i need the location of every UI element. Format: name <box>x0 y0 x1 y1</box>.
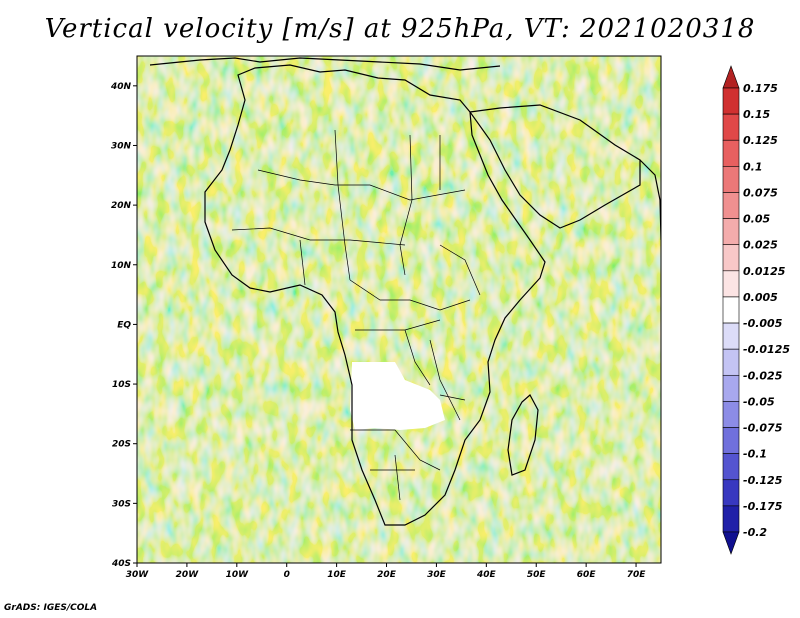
colorbar-label: 0.15 <box>743 108 770 121</box>
colorbar-label: -0.075 <box>743 422 783 435</box>
latitude-axis: 40N 30N 20N 10N EQ 10S 20S 30S 40S <box>110 82 137 569</box>
lon-tick-label: 30E <box>427 570 447 580</box>
colorbar-segment <box>722 218 740 246</box>
colorbar-label: -0.2 <box>743 526 767 539</box>
colorbar-label: -0.0125 <box>743 343 790 356</box>
colorbar-segment <box>722 453 740 481</box>
colorbar-segment <box>722 87 740 115</box>
colorbar-label: -0.175 <box>743 500 783 513</box>
colorbar: 0.175 0.15 0.125 0.1 0.075 0.05 0.025 0.0125 0.0… <box>722 65 790 555</box>
colorbar-label: -0.05 <box>743 395 775 408</box>
colorbar-label: 0.0125 <box>743 265 786 278</box>
colorbar-segment <box>722 322 740 350</box>
lat-tick-label: 20N <box>111 201 132 211</box>
lon-tick-label: 40E <box>476 570 497 580</box>
chart-title: Vertical velocity [m/s] at 925hPa, VT: 2… <box>44 14 756 44</box>
country-borders <box>231 129 481 501</box>
lat-tick-label: 10S <box>112 380 131 390</box>
plot-frame <box>136 55 662 564</box>
lat-tick-label: 10N <box>111 261 132 271</box>
colorbar-label: 0.175 <box>743 82 778 95</box>
lon-tick-label: 0 <box>284 570 290 580</box>
missing-data-region <box>350 362 445 430</box>
colorbar-segment <box>722 296 740 324</box>
colorbar-segment <box>722 113 740 141</box>
velocity-field <box>137 56 661 563</box>
lon-tick-label: 50E <box>527 570 547 580</box>
coastlines <box>149 57 661 526</box>
colorbar-label: 0.025 <box>743 239 778 252</box>
colorbar-label: 0.075 <box>743 186 778 199</box>
lon-tick-label: 20E <box>377 570 397 580</box>
colorbar-top-arrow <box>722 65 740 89</box>
colorbar-segment <box>722 348 740 376</box>
colorbar-segment <box>722 427 740 454</box>
lon-tick-label: 10E <box>327 570 347 580</box>
lon-tick-label: 20W <box>176 570 200 580</box>
colorbar-segment <box>722 192 740 219</box>
colorbar-segment <box>722 244 740 272</box>
colorbar-label: -0.125 <box>743 474 783 487</box>
credit-text: GrADS: IGES/COLA <box>4 603 98 613</box>
colorbar-segment <box>722 270 740 298</box>
colorbar-label: 0.05 <box>743 213 770 226</box>
lon-tick-label: 60E <box>577 570 597 580</box>
colorbar-label: -0.1 <box>743 448 767 461</box>
lat-tick-label: 30N <box>111 141 132 151</box>
colorbar-bottom-arrow <box>722 531 740 555</box>
lat-tick-label: 20S <box>112 440 131 450</box>
lat-tick-label: EQ <box>117 320 131 330</box>
colorbar-segment <box>722 139 740 167</box>
colorbar-segment <box>722 166 740 193</box>
colorbar-label: -0.005 <box>743 317 783 330</box>
colorbar-segment <box>722 479 740 507</box>
lat-tick-label: 30S <box>112 499 131 509</box>
colorbar-label: 0.125 <box>743 134 778 147</box>
colorbar-segment <box>722 374 740 402</box>
colorbar-label: 0.1 <box>743 160 763 173</box>
lat-tick-label: 40S <box>111 559 131 569</box>
colorbar-label: -0.025 <box>743 369 783 382</box>
lon-tick-label: 30W <box>126 570 150 580</box>
lon-tick-label: 70E <box>627 570 647 580</box>
colorbar-segment <box>722 401 740 428</box>
colorbar-segment <box>722 505 740 533</box>
colorbar-label: 0.005 <box>743 291 778 304</box>
longitude-axis: 30W 20W 10W 0 10E 20E 30E 40E 50E 60E 70E <box>126 563 646 580</box>
lon-tick-label: 10W <box>226 570 250 580</box>
lat-tick-label: 40N <box>110 82 132 92</box>
